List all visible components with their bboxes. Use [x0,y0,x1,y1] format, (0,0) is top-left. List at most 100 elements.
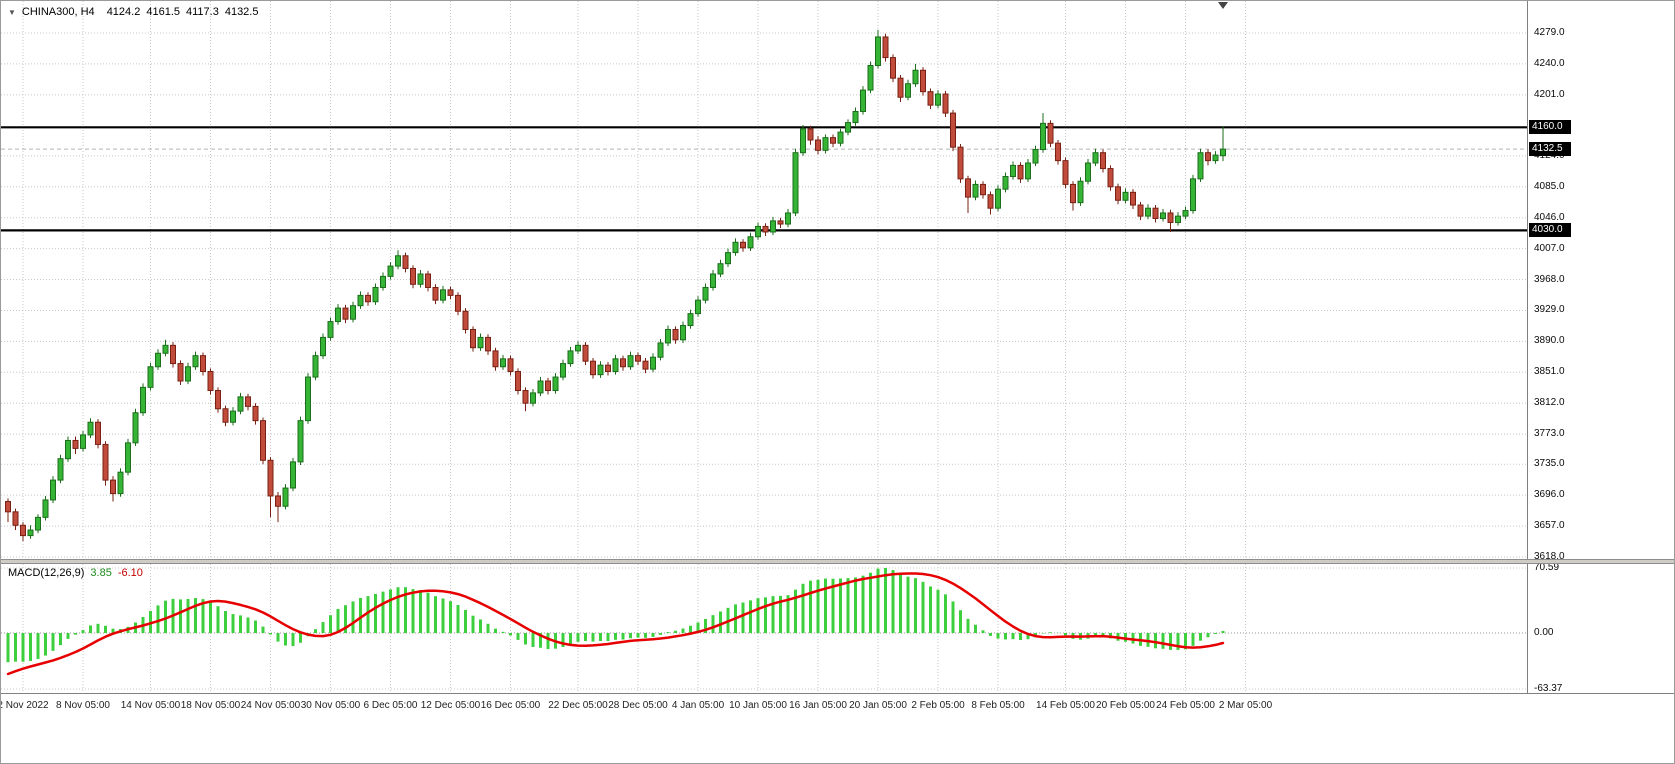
candle [5,501,11,513]
candle [1122,191,1129,201]
time-axis-label: 20 Feb 05:00 [1096,700,1155,711]
candle [1002,175,1009,190]
horizontal-level-lines[interactable] [1,126,1527,232]
candle [635,355,641,362]
macd-svg[interactable] [1,564,1527,693]
panel-separator[interactable] [1,559,1674,564]
macd-panel[interactable]: MACD(12,26,9) 3.85 -6.10 [1,564,1527,693]
candle [425,273,431,288]
candle [417,273,424,285]
candle [267,459,274,497]
candle [1115,186,1121,201]
candle [867,65,874,91]
candle [732,241,739,254]
time-axis[interactable]: 2 Nov 2022 8 Nov 05:00 14 Nov 05:00 18 Nov … [0,693,1674,763]
candle [230,410,236,423]
macd-label-row: MACD(12,26,9) 3.85 -6.10 [8,567,143,579]
time-axis-label: 24 Nov 05:00 [240,700,301,711]
candle [905,83,911,98]
level-price-badge[interactable]: 4160.0 [1529,120,1571,135]
candle [387,265,394,277]
grid-lines [1,1,1527,559]
time-axis-label: 12 Dec 05:00 [420,700,481,711]
candle [1182,210,1189,217]
price-axis-label: 4007.0 [1534,242,1565,254]
candle [155,352,161,368]
time-axis-label: 2 Nov 2022 [0,700,49,711]
candle [1070,183,1076,204]
time-axis-label: 16 Dec 05:00 [480,700,541,711]
candle [657,342,664,358]
candle [567,350,574,365]
candle [627,355,634,368]
candle [1137,204,1144,217]
candle [342,307,349,320]
candle [147,366,154,388]
candle [117,471,124,495]
candle [402,255,409,269]
price-chart-svg[interactable] [1,1,1527,559]
price-axis[interactable]: 4279.04240.04201.04124.04085.04046.04007… [1527,1,1674,694]
macd-axis-label: 70.59 [1534,562,1560,573]
candle [1220,148,1226,157]
price-axis-label: 3696.0 [1534,489,1565,501]
candle [1107,168,1114,188]
candle [837,131,844,144]
ohlc-high: 4161.5 [146,6,180,18]
candle [290,461,296,489]
candle [972,183,979,198]
candle [522,390,529,404]
candle [357,294,364,307]
ohlc-close: 4132.5 [224,6,259,18]
price-axis-label: 3890.0 [1534,335,1565,347]
candle [162,344,169,354]
candle [12,511,19,526]
candle [1010,164,1016,177]
time-axis-label: 4 Jan 05:00 [671,700,725,711]
candle [507,358,514,372]
chevron-down-icon[interactable]: ▼ [8,7,16,17]
macd-value-signal: -6.10 [117,567,143,579]
candle [605,364,611,372]
price-axis-label: 4201.0 [1534,88,1565,100]
candle [1055,142,1061,162]
candle [845,122,851,133]
candle [695,299,701,315]
candle [897,77,904,98]
candle [237,396,244,412]
candle [140,386,146,414]
price-axis-label: 3735.0 [1534,458,1565,470]
candle [770,220,776,233]
candle [717,263,724,275]
time-axis-label: 24 Feb 05:00 [1156,700,1215,711]
candle [1160,212,1166,220]
candlestick-chart[interactable]: ▼ CHINA300, H4 4124.2 4161.5 4117.3 4132… [1,1,1527,559]
candle [65,439,71,460]
candle [1130,191,1136,206]
candle [1077,180,1084,204]
price-axis-label: 3812.0 [1534,397,1565,409]
candle [860,89,866,112]
candle [920,69,926,93]
chart-shift-marker[interactable] [1218,2,1228,9]
candle [680,325,686,341]
candle [935,93,941,106]
candle [222,408,229,423]
price-axis-label: 3968.0 [1534,273,1565,285]
bid-price-badge[interactable]: 4132.5 [1529,142,1571,157]
time-axis-label: 14 Nov 05:00 [120,700,181,711]
time-axis-label: 2 Mar 05:00 [1218,700,1273,711]
candle [912,69,919,85]
candle [875,36,881,67]
candle [537,380,544,394]
time-axis-label: 20 Jan 05:00 [849,700,907,711]
candle [980,183,986,196]
candle [710,273,716,288]
time-axis-label: 30 Nov 05:00 [300,700,361,711]
candle [87,421,94,436]
price-axis-label: 3851.0 [1534,366,1565,378]
level-price-badge[interactable]: 4030.0 [1529,223,1571,238]
candle [95,421,101,445]
candle [597,364,604,376]
